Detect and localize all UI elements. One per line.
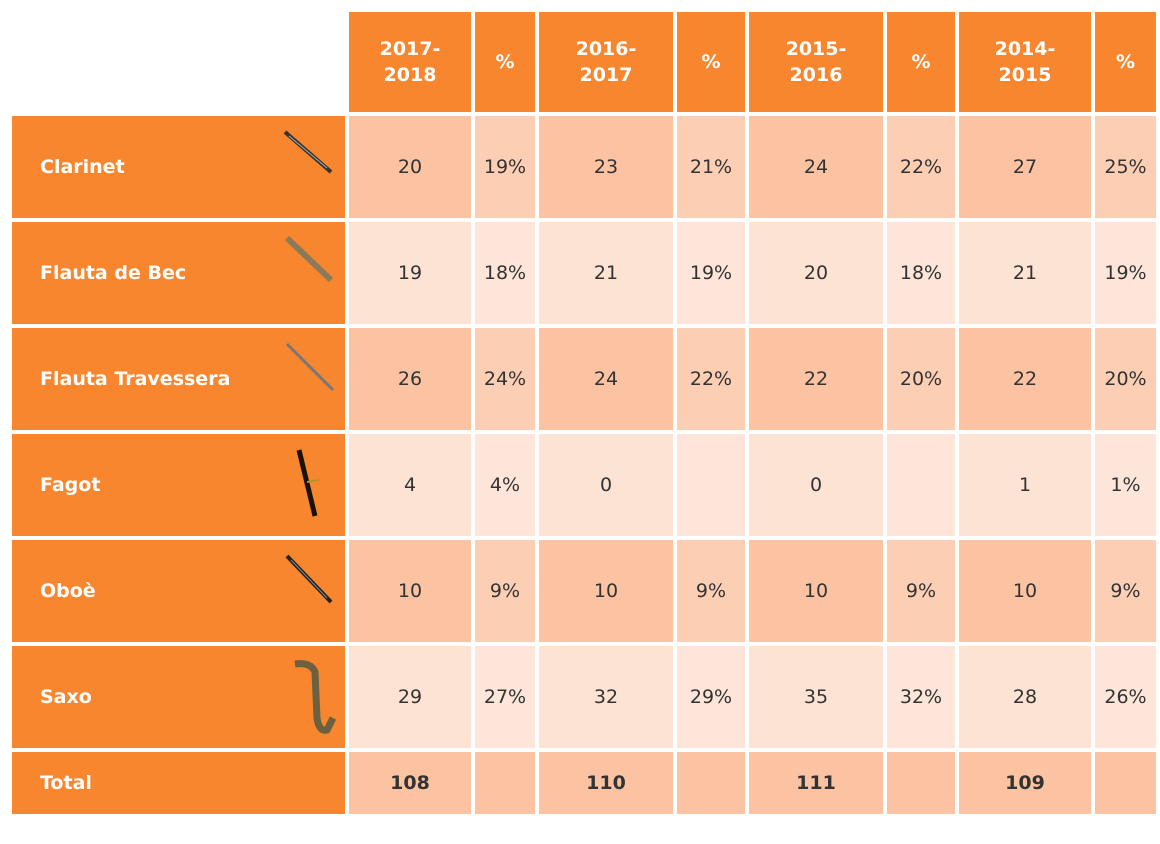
value-cell: 21% [677,116,745,218]
table-body: Clarinet 20 19% 23 21% 24 22% 27 25% Flauta de Be… [12,116,1156,814]
value-cell: 19% [1095,222,1156,324]
table-row: Oboè 10 9% 10 9% 10 9% 10 9% [12,540,1156,642]
header-cell: 2014- 2015 [959,12,1091,112]
corner-cell [12,12,345,112]
value-cell: 24 [539,328,673,430]
value-cell: 10 [539,540,673,642]
header-cell: % [677,12,745,112]
value-cell: 24 [749,116,883,218]
value-cell: 9% [1095,540,1156,642]
value-cell: 27 [959,116,1091,218]
row-label: Flauta de Bec [12,222,345,324]
table-row: Flauta de Bec 19 18% 21 19% 20 18% 21 19% [12,222,1156,324]
value-cell: 29 [349,646,471,748]
value-cell: 20 [349,116,471,218]
instrument-icon [283,130,333,174]
row-label: Clarinet [12,116,345,218]
value-cell: 22% [887,116,955,218]
instrument-icon [294,660,337,734]
value-cell: 35 [749,646,883,748]
row-label: Flauta Travessera [12,328,345,430]
table-row: Total 108 110 111 109 [12,752,1156,814]
header-cell: 2015- 2016 [749,12,883,112]
value-cell: 32% [887,646,955,748]
instrument-table: 2017- 2018% 2016- 2017% 2015- 2016% 2014- 2… [8,8,1160,818]
header-cell: % [475,12,535,112]
value-cell: 25% [1095,116,1156,218]
value-cell [677,434,745,536]
header-row: 2017- 2018% 2016- 2017% 2015- 2016% 2014- 2… [12,12,1156,112]
value-cell: 28 [959,646,1091,748]
value-cell [1095,752,1156,814]
value-cell [475,752,535,814]
value-cell: 111 [749,752,883,814]
value-cell: 0 [539,434,673,536]
value-cell: 26% [1095,646,1156,748]
value-cell: 20% [1095,328,1156,430]
value-cell: 22% [677,328,745,430]
value-cell: 24% [475,328,535,430]
value-cell [677,752,745,814]
value-cell: 109 [959,752,1091,814]
value-cell: 110 [539,752,673,814]
instrument-icon [285,342,335,392]
value-cell: 23 [539,116,673,218]
value-cell: 9% [677,540,745,642]
table-row: Flauta Travessera 26 24% 24 22% 22 20% 22 20% [12,328,1156,430]
header-cell: 2016- 2017 [539,12,673,112]
value-cell: 20% [887,328,955,430]
value-cell: 21 [959,222,1091,324]
value-cell: 10 [349,540,471,642]
header-cell: 2017- 2018 [349,12,471,112]
value-cell: 19 [349,222,471,324]
value-cell: 22 [749,328,883,430]
row-label: Fagot [12,434,345,536]
value-cell [887,752,955,814]
value-cell: 10 [749,540,883,642]
value-cell: 0 [749,434,883,536]
row-label: Oboè [12,540,345,642]
header-cell: % [1095,12,1156,112]
value-cell: 9% [475,540,535,642]
row-label: Total [12,752,345,814]
value-cell: 10 [959,540,1091,642]
value-cell: 4 [349,434,471,536]
value-cell: 20 [749,222,883,324]
value-cell: 1 [959,434,1091,536]
table-row: Clarinet 20 19% 23 21% 24 22% 27 25% [12,116,1156,218]
table-row: Fagot 4 4% 0 0 1 1% [12,434,1156,536]
value-cell: 18% [475,222,535,324]
value-cell: 19% [677,222,745,324]
value-cell: 18% [887,222,955,324]
value-cell: 1% [1095,434,1156,536]
value-cell: 4% [475,434,535,536]
header-cell: % [887,12,955,112]
table-row: Saxo 29 27% 32 29% 35 32% 28 26% [12,646,1156,748]
instrument-icon [285,554,333,604]
value-cell: 9% [887,540,955,642]
instrument-icon [296,449,320,517]
value-cell: 108 [349,752,471,814]
instrument-icon [284,235,334,283]
value-cell [887,434,955,536]
value-cell: 19% [475,116,535,218]
value-cell: 27% [475,646,535,748]
value-cell: 22 [959,328,1091,430]
value-cell: 32 [539,646,673,748]
value-cell: 29% [677,646,745,748]
value-cell: 26 [349,328,471,430]
row-label: Saxo [12,646,345,748]
value-cell: 21 [539,222,673,324]
